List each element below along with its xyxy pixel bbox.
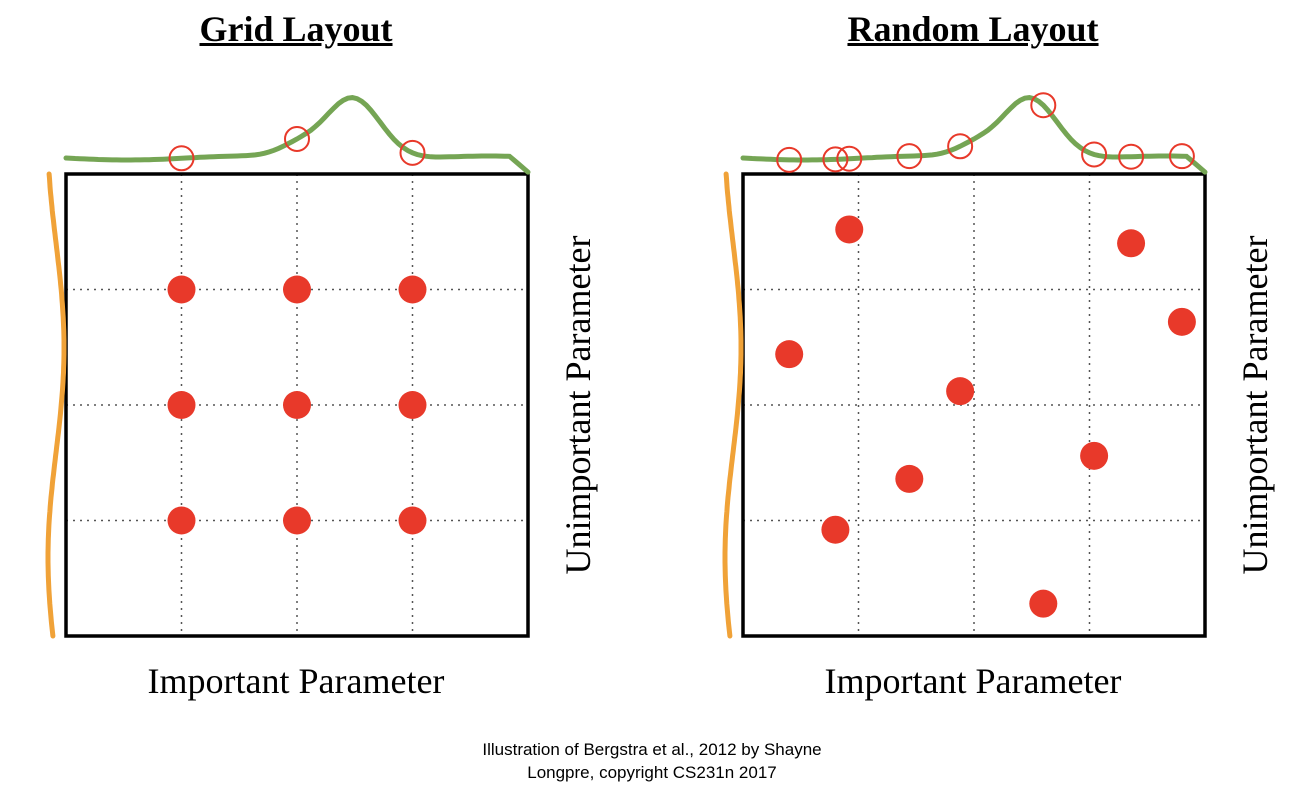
sample-projection-circle — [896, 143, 923, 170]
sample-projection-circle — [1168, 143, 1195, 170]
sample-projection-circle — [1118, 143, 1145, 170]
sample-point — [283, 506, 311, 535]
sample-point — [1029, 589, 1058, 618]
grid-layout-diagram — [45, 95, 531, 639]
sample-projection-circle — [776, 146, 803, 173]
parameter-space-frame — [741, 172, 1207, 638]
sample-projection-circle — [1030, 92, 1057, 119]
sample-projection-circle — [284, 125, 310, 152]
unimportant-parameter-curve — [45, 171, 67, 639]
sample-projection-circle — [399, 139, 426, 166]
random-layout-title: Random Layout — [847, 9, 1099, 49]
sample-point — [895, 464, 924, 493]
sample-point — [283, 391, 311, 419]
random-layout-ylabel-text: Unimportant Parameter — [1235, 235, 1275, 575]
sample-point — [821, 515, 850, 544]
sample-point — [167, 391, 196, 419]
sample-point — [283, 275, 311, 304]
sample-projection-circle — [947, 133, 974, 160]
sample-point — [167, 275, 196, 304]
sample-point — [398, 275, 427, 304]
sample-point — [775, 340, 804, 369]
caption-line-2: Longpre, copyright CS231n 2017 — [527, 763, 777, 782]
sample-projection-circle — [822, 146, 849, 173]
grid-layout-ylabel-text: Unimportant Parameter — [558, 235, 598, 575]
grid-layout-xlabel: Important Parameter — [147, 661, 445, 701]
sample-point — [398, 391, 427, 419]
sample-point — [946, 377, 975, 406]
parameter-space-frame — [64, 172, 530, 638]
sample-projection-circle — [168, 145, 195, 172]
sample-point — [1080, 441, 1109, 470]
caption: Illustration of Bergstra et al., 2012 by… — [0, 738, 1304, 784]
caption-line-1: Illustration of Bergstra et al., 2012 by… — [482, 740, 822, 759]
random-layout-xlabel: Important Parameter — [824, 661, 1122, 701]
sample-point — [835, 215, 864, 244]
grid-layout-title: Grid Layout — [199, 9, 393, 49]
sample-point — [1117, 229, 1146, 258]
important-parameter-curve — [63, 95, 531, 175]
sample-point — [1167, 307, 1196, 336]
sample-point — [167, 506, 196, 535]
random-layout-diagram — [722, 92, 1208, 639]
sample-point — [398, 506, 427, 535]
important-parameter-curve — [740, 95, 1208, 175]
sample-projection-circle — [1081, 141, 1108, 168]
unimportant-parameter-curve — [722, 171, 744, 639]
sample-projection-circle — [836, 145, 863, 172]
